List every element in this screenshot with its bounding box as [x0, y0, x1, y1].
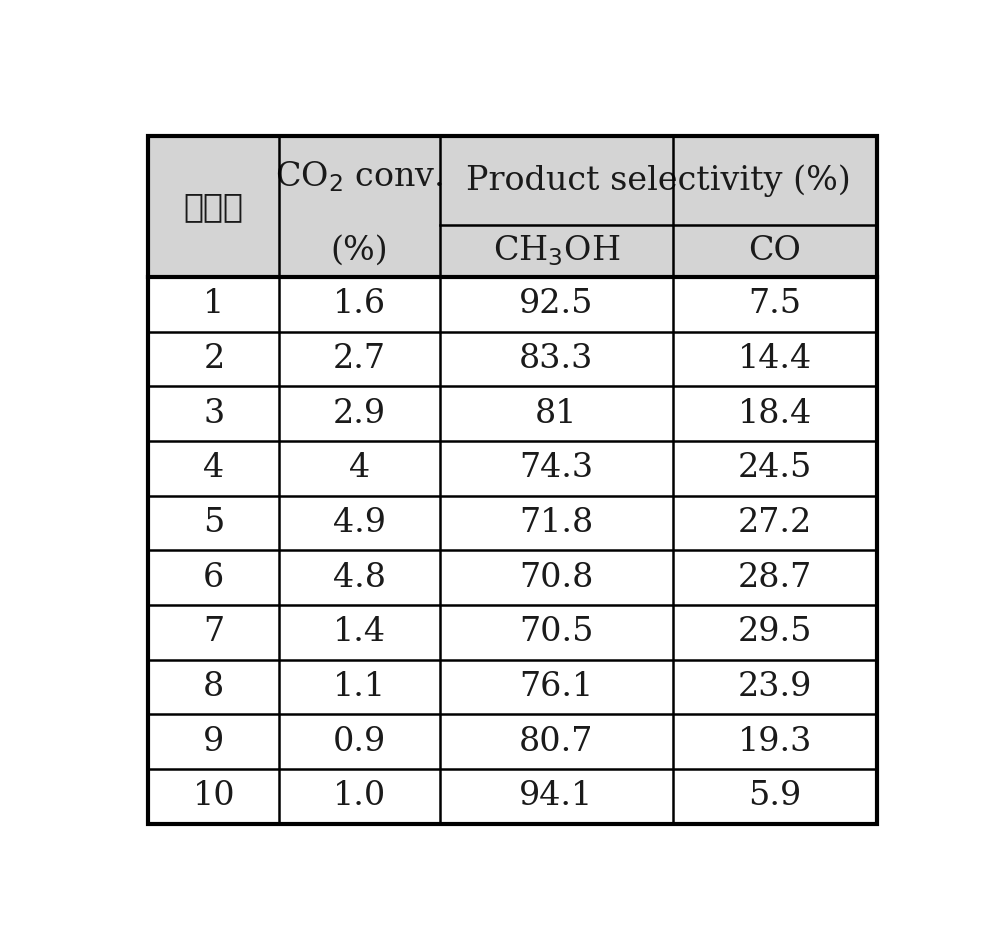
Bar — [440, 225, 673, 276]
Bar — [148, 136, 279, 276]
Bar — [148, 769, 877, 824]
Text: 81: 81 — [535, 397, 577, 429]
Bar — [148, 387, 877, 441]
Text: 1: 1 — [203, 288, 224, 320]
Bar — [148, 441, 877, 496]
Text: 4: 4 — [203, 452, 224, 484]
Text: 28.7: 28.7 — [738, 561, 812, 594]
Text: 2.9: 2.9 — [333, 397, 386, 429]
Text: 80.7: 80.7 — [519, 726, 593, 757]
Text: 4.8: 4.8 — [333, 561, 386, 594]
Text: 1.0: 1.0 — [333, 780, 386, 812]
Bar — [440, 136, 877, 225]
Bar — [148, 659, 877, 714]
Bar — [148, 496, 877, 550]
Text: 70.8: 70.8 — [519, 561, 593, 594]
Text: 1.6: 1.6 — [333, 288, 386, 320]
Text: 4.9: 4.9 — [333, 507, 386, 539]
Text: 24.5: 24.5 — [738, 452, 812, 484]
Text: 18.4: 18.4 — [738, 397, 812, 429]
Text: 1.1: 1.1 — [333, 671, 386, 703]
Text: 5.9: 5.9 — [748, 780, 801, 812]
Text: 19.3: 19.3 — [738, 726, 812, 757]
Text: 4: 4 — [349, 452, 370, 484]
Bar — [279, 136, 440, 276]
Bar — [148, 332, 877, 387]
Text: 23.9: 23.9 — [738, 671, 812, 703]
Bar — [673, 225, 877, 276]
Text: 实施例: 实施例 — [184, 190, 244, 223]
Text: 8: 8 — [203, 671, 224, 703]
Text: 0.9: 0.9 — [333, 726, 386, 757]
Text: 9: 9 — [203, 726, 224, 757]
Text: 2: 2 — [203, 343, 224, 375]
Text: 2.7: 2.7 — [333, 343, 386, 375]
Text: 70.5: 70.5 — [519, 617, 593, 648]
Text: CO$_2$ conv.: CO$_2$ conv. — [275, 159, 444, 194]
Text: 76.1: 76.1 — [519, 671, 593, 703]
Text: 3: 3 — [203, 397, 224, 429]
Bar — [148, 276, 877, 332]
Bar — [148, 550, 877, 605]
Text: CO: CO — [748, 235, 801, 267]
Text: 83.3: 83.3 — [519, 343, 593, 375]
Text: 7.5: 7.5 — [748, 288, 801, 320]
Text: Product selectivity (%): Product selectivity (%) — [466, 164, 851, 197]
Text: 94.1: 94.1 — [519, 780, 593, 812]
Text: 10: 10 — [193, 780, 235, 812]
Text: CH$_3$OH: CH$_3$OH — [493, 234, 620, 269]
Text: 5: 5 — [203, 507, 225, 539]
Text: (%): (%) — [331, 235, 388, 267]
Text: 92.5: 92.5 — [519, 288, 593, 320]
Bar — [148, 605, 877, 659]
Bar — [148, 714, 877, 769]
Text: 29.5: 29.5 — [738, 617, 812, 648]
Text: 6: 6 — [203, 561, 224, 594]
Text: 71.8: 71.8 — [519, 507, 593, 539]
Text: 27.2: 27.2 — [738, 507, 812, 539]
Text: 1.4: 1.4 — [333, 617, 386, 648]
Text: 74.3: 74.3 — [519, 452, 593, 484]
Text: 7: 7 — [203, 617, 224, 648]
Text: 14.4: 14.4 — [738, 343, 812, 375]
